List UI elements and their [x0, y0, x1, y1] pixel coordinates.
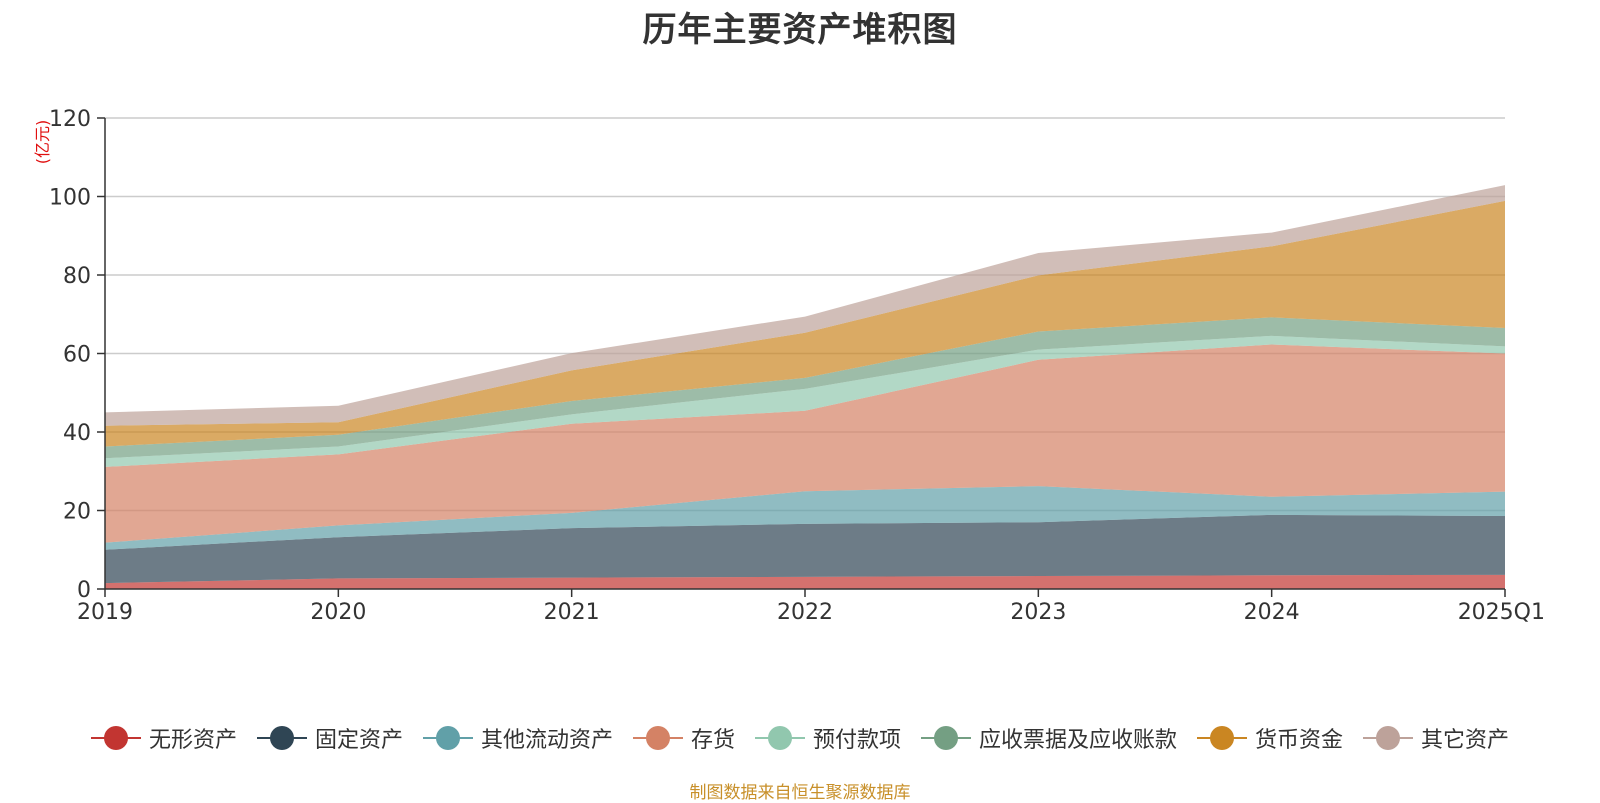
x-tick-label-3: 2022 — [777, 600, 833, 625]
legend-item-7[interactable]: 其它资产 — [1363, 722, 1509, 754]
legend-item-5[interactable]: 应收票据及应收账款 — [921, 722, 1177, 754]
legend-marker-icon — [90, 725, 141, 751]
legend-marker-icon — [256, 725, 307, 751]
legend-label: 固定资产 — [314, 728, 403, 753]
legend-item-6[interactable]: 货币资金 — [1197, 722, 1343, 754]
chart-title: 历年主要资产堆积图 — [642, 10, 958, 50]
legend-label: 其它资产 — [1421, 728, 1510, 753]
area-series-2 — [105, 486, 1505, 550]
legend-marker-icon — [632, 725, 683, 751]
area-series-4 — [105, 335, 1505, 467]
source-note: 制图数据来自恒生聚源数据库 — [689, 783, 911, 803]
area-series-3 — [105, 344, 1505, 543]
legend-label: 存货 — [690, 728, 735, 753]
axes: 0 20 40 60 80 100 120 2019 2020 2021 2022 2023 2024 2… — [49, 107, 1545, 625]
legend-item-2[interactable]: 其他流动资产 — [422, 722, 613, 754]
legend-marker-icon — [921, 725, 972, 751]
area-series-7 — [105, 185, 1505, 426]
legend-marker-icon — [1197, 725, 1248, 751]
y-tick-label-2: 40 — [63, 421, 91, 446]
area-series — [105, 185, 1505, 589]
legend: 无形资产 固定资产 其他流动资产 存货 预付款项 应收票据及应收账款 货币资金 其它资产 — [0, 718, 1600, 758]
x-tick-label-5: 2024 — [1244, 600, 1300, 625]
y-axis-label: (亿元) — [33, 120, 52, 165]
legend-label: 无形资产 — [148, 728, 237, 753]
area-series-1 — [105, 514, 1505, 584]
legend-label: 预付款项 — [813, 728, 902, 753]
x-tick-label-6: 2025Q1 — [1458, 600, 1545, 625]
legend-label: 应收票据及应收账款 — [979, 728, 1178, 753]
y-tick-label-6: 120 — [49, 107, 91, 132]
area-series-5 — [105, 317, 1505, 459]
y-tick-label-3: 60 — [63, 343, 91, 368]
x-tick-label-1: 2020 — [310, 600, 366, 625]
legend-item-0[interactable]: 无形资产 — [90, 722, 237, 754]
legend-marker-icon — [755, 725, 805, 751]
legend-marker-icon — [422, 725, 473, 751]
area-series-6 — [105, 200, 1505, 447]
legend-item-1[interactable]: 固定资产 — [256, 722, 403, 754]
legend-label: 货币资金 — [1255, 728, 1344, 753]
area-series-0 — [105, 574, 1505, 589]
y-tick-label-5: 100 — [49, 186, 91, 211]
legend-item-3[interactable]: 存货 — [632, 722, 735, 754]
x-tick-label-0: 2019 — [77, 600, 133, 625]
legend-marker-icon — [1363, 725, 1414, 751]
y-tick-label-0: 0 — [77, 578, 91, 603]
y-tick-label-1: 20 — [63, 500, 91, 525]
legend-label: 其他流动资产 — [480, 728, 613, 753]
x-tick-label-2: 2021 — [544, 600, 600, 625]
legend-item-4[interactable]: 预付款项 — [755, 722, 901, 754]
x-tick-label-4: 2023 — [1010, 600, 1066, 625]
stacked-area-chart: 0 20 40 60 80 100 120 2019 2020 2021 2022 2023 2024 2… — [33, 107, 1545, 625]
y-tick-label-4: 80 — [63, 264, 91, 289]
